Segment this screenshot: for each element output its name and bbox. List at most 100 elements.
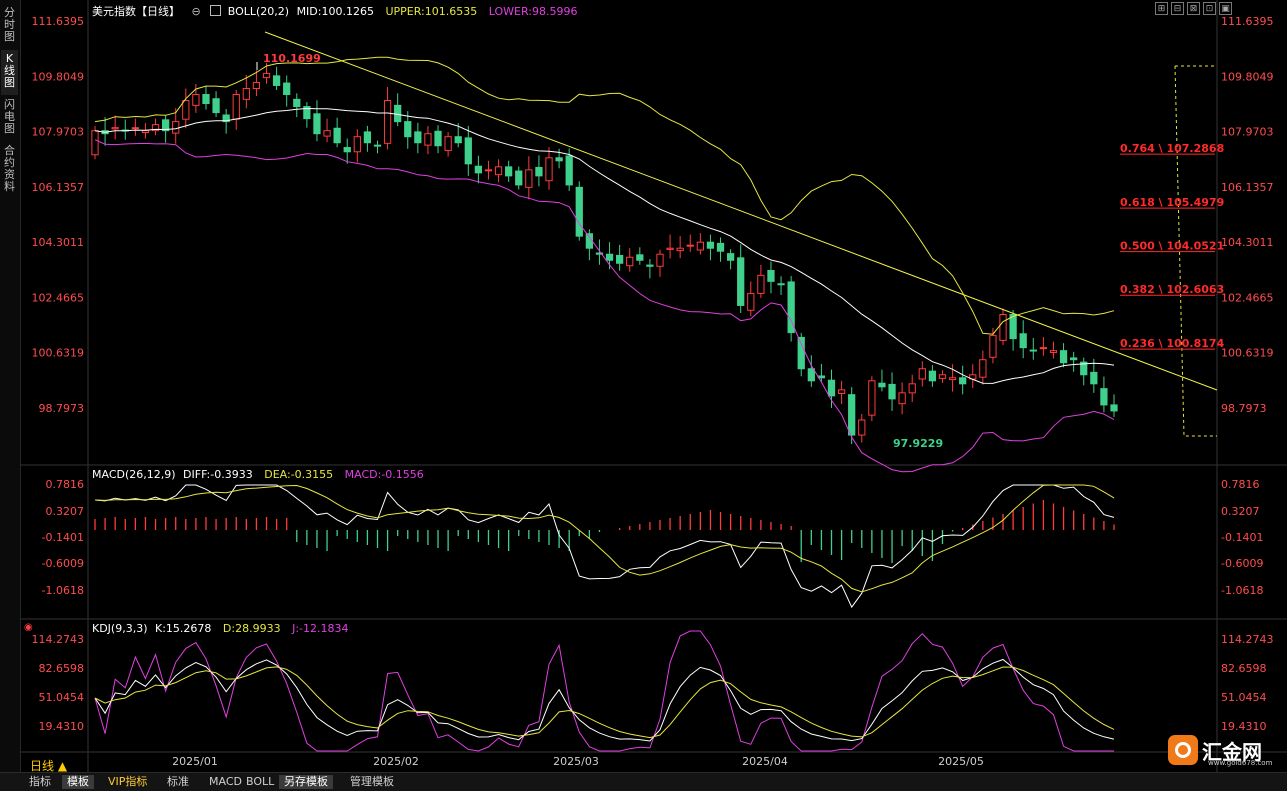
candle-body bbox=[434, 130, 442, 147]
candle-body bbox=[242, 87, 250, 100]
candle-body bbox=[283, 82, 291, 96]
fib-box bbox=[1174, 65, 1217, 437]
boll-icon bbox=[210, 5, 222, 16]
candle-body bbox=[837, 389, 846, 394]
candle-body bbox=[424, 133, 432, 146]
macd-dea-line bbox=[94, 484, 1115, 593]
kdj-k: K:15.2678 bbox=[155, 622, 212, 635]
main-legend: 美元指数【日线】 ⊖ BOLL(20,2) MID:100.1265 UPPER… bbox=[92, 3, 585, 19]
candle-body bbox=[454, 136, 462, 144]
legend-title: 美元指数【日线】 bbox=[92, 5, 180, 18]
candle-body bbox=[646, 264, 654, 267]
fib-label-2: 0.500 \ 104.0521 bbox=[1120, 240, 1224, 253]
candle-body bbox=[726, 253, 735, 261]
price-tick-left-5: 102.4665 bbox=[32, 291, 85, 304]
candle-body bbox=[212, 98, 220, 114]
candle-body bbox=[656, 253, 664, 267]
low-annotation: 97.9229 bbox=[893, 437, 943, 450]
candle-body bbox=[525, 169, 533, 188]
kdj-tick-left-1: 82.6598 bbox=[39, 662, 85, 675]
candle-body bbox=[202, 94, 210, 105]
macd-tick-left-3: -0.6009 bbox=[42, 557, 84, 570]
candle-body bbox=[706, 241, 715, 249]
side-tab-3[interactable]: 合约资料 bbox=[4, 144, 15, 193]
logo-url: www.gold678.com bbox=[1208, 759, 1273, 767]
kdj-title: KDJ(9,3,3) bbox=[92, 622, 148, 635]
chart-area[interactable]: 111.6395 111.6395 109.8049 109.8049 107.9703… bbox=[20, 0, 1287, 772]
grid-icon-4[interactable]: ▣ bbox=[1219, 2, 1232, 15]
kdj-legend: KDJ(9,3,3) K:15.2678 D:28.9933 J:-12.183… bbox=[92, 622, 357, 635]
price-tick-left-1: 109.8049 bbox=[32, 70, 85, 83]
price-tick-right-5: 102.4665 bbox=[1221, 291, 1274, 304]
candle-body bbox=[293, 98, 301, 108]
candle-body bbox=[343, 147, 351, 153]
candle-body bbox=[1070, 357, 1078, 361]
trend-line bbox=[264, 31, 1218, 391]
gold678-logo: 汇金网 www.gold678.com bbox=[1162, 734, 1280, 768]
grid-icon-1[interactable]: ⊟ bbox=[1171, 2, 1184, 15]
settings-icon[interactable]: ⊖ bbox=[191, 5, 201, 18]
bottom-tab-5[interactable]: BOLL bbox=[246, 775, 275, 788]
side-tab-0[interactable]: 分时图 bbox=[4, 6, 15, 43]
bottom-tab-7[interactable]: 管理模板 bbox=[350, 775, 394, 788]
kdj-target-icon[interactable]: ◉ bbox=[24, 622, 33, 633]
price-tick-right-6: 100.6319 bbox=[1221, 347, 1274, 360]
candle-body bbox=[767, 270, 775, 282]
macd-tick-right-0: 0.7816 bbox=[1221, 478, 1260, 491]
bottom-tab-0[interactable]: 指标 bbox=[29, 775, 51, 788]
side-tab-1[interactable]: K线图 bbox=[1, 50, 18, 95]
candle-body bbox=[515, 170, 523, 186]
period-selector[interactable]: 日线 ▲ bbox=[30, 759, 68, 773]
grid-icon-2[interactable]: ⊠ bbox=[1187, 2, 1200, 15]
bottom-tab-4[interactable]: MACD bbox=[209, 775, 242, 788]
candle-body bbox=[948, 377, 957, 381]
candle-body bbox=[1100, 388, 1108, 406]
candle-body bbox=[938, 374, 947, 379]
macd-tick-left-2: -0.1401 bbox=[42, 531, 84, 544]
price-tick-left-6: 100.6319 bbox=[32, 347, 85, 360]
legend-upper: UPPER:101.6535 bbox=[385, 5, 478, 18]
candle-body bbox=[595, 252, 604, 255]
candle-body bbox=[737, 257, 745, 306]
bottom-tab-6[interactable]: 另存模板 bbox=[279, 775, 333, 789]
candle-body bbox=[1029, 349, 1037, 352]
kdj-tick-right-2: 51.0454 bbox=[1221, 691, 1267, 704]
price-tick-right-2: 107.9703 bbox=[1221, 126, 1274, 139]
macd-tick-right-2: -0.1401 bbox=[1221, 531, 1263, 544]
price-tick-right-3: 106.1357 bbox=[1221, 181, 1274, 194]
grid-icon-3[interactable]: ⊡ bbox=[1203, 2, 1216, 15]
fib-label-3: 0.382 \ 102.6063 bbox=[1120, 283, 1224, 296]
candle-body bbox=[777, 283, 785, 286]
candle-body bbox=[1039, 347, 1048, 350]
candle-body bbox=[1059, 350, 1068, 364]
grid-icon-0[interactable]: ⊞ bbox=[1155, 2, 1168, 15]
boll-mid-line bbox=[94, 107, 1115, 384]
kdj-tick-left-3: 19.4310 bbox=[39, 720, 85, 733]
side-tab-2[interactable]: 闪电图 bbox=[4, 98, 15, 135]
price-tick-left-2: 107.9703 bbox=[32, 126, 85, 139]
candle-body bbox=[414, 131, 422, 144]
candle-body bbox=[313, 113, 321, 135]
bottom-tab-1[interactable]: 模板 bbox=[62, 775, 94, 789]
x-tick-0: 2025/01 bbox=[172, 755, 218, 768]
candle-body bbox=[696, 241, 704, 251]
logo-text: 汇金网 bbox=[1202, 740, 1262, 764]
bottom-tab-2[interactable]: VIP指标 bbox=[108, 775, 148, 788]
kdj-j-line bbox=[94, 630, 1114, 752]
candle-body bbox=[575, 186, 583, 237]
candle-body bbox=[545, 157, 553, 182]
candle-body bbox=[1009, 314, 1017, 340]
macd-dea: DEA:-0.3155 bbox=[264, 468, 334, 481]
candle-body bbox=[878, 382, 886, 388]
macd-tick-right-1: 0.3207 bbox=[1221, 505, 1260, 518]
candle-body bbox=[222, 114, 230, 123]
left-tab-strip: 分时图 K线图闪电图合约资料 bbox=[0, 0, 21, 772]
candle-body bbox=[585, 233, 593, 249]
candle-body bbox=[172, 121, 180, 134]
legend-mid: MID:100.1265 bbox=[296, 5, 374, 18]
price-tick-left-4: 104.3011 bbox=[32, 236, 85, 249]
bottom-tab-3[interactable]: 标准 bbox=[167, 775, 189, 788]
candle-body bbox=[535, 166, 543, 177]
candle-body bbox=[716, 242, 725, 252]
candle-body bbox=[676, 247, 684, 252]
